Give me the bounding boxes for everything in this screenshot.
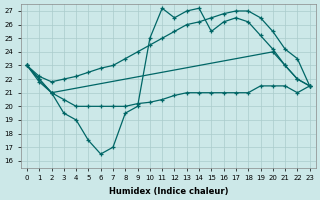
X-axis label: Humidex (Indice chaleur): Humidex (Indice chaleur) — [108, 187, 228, 196]
